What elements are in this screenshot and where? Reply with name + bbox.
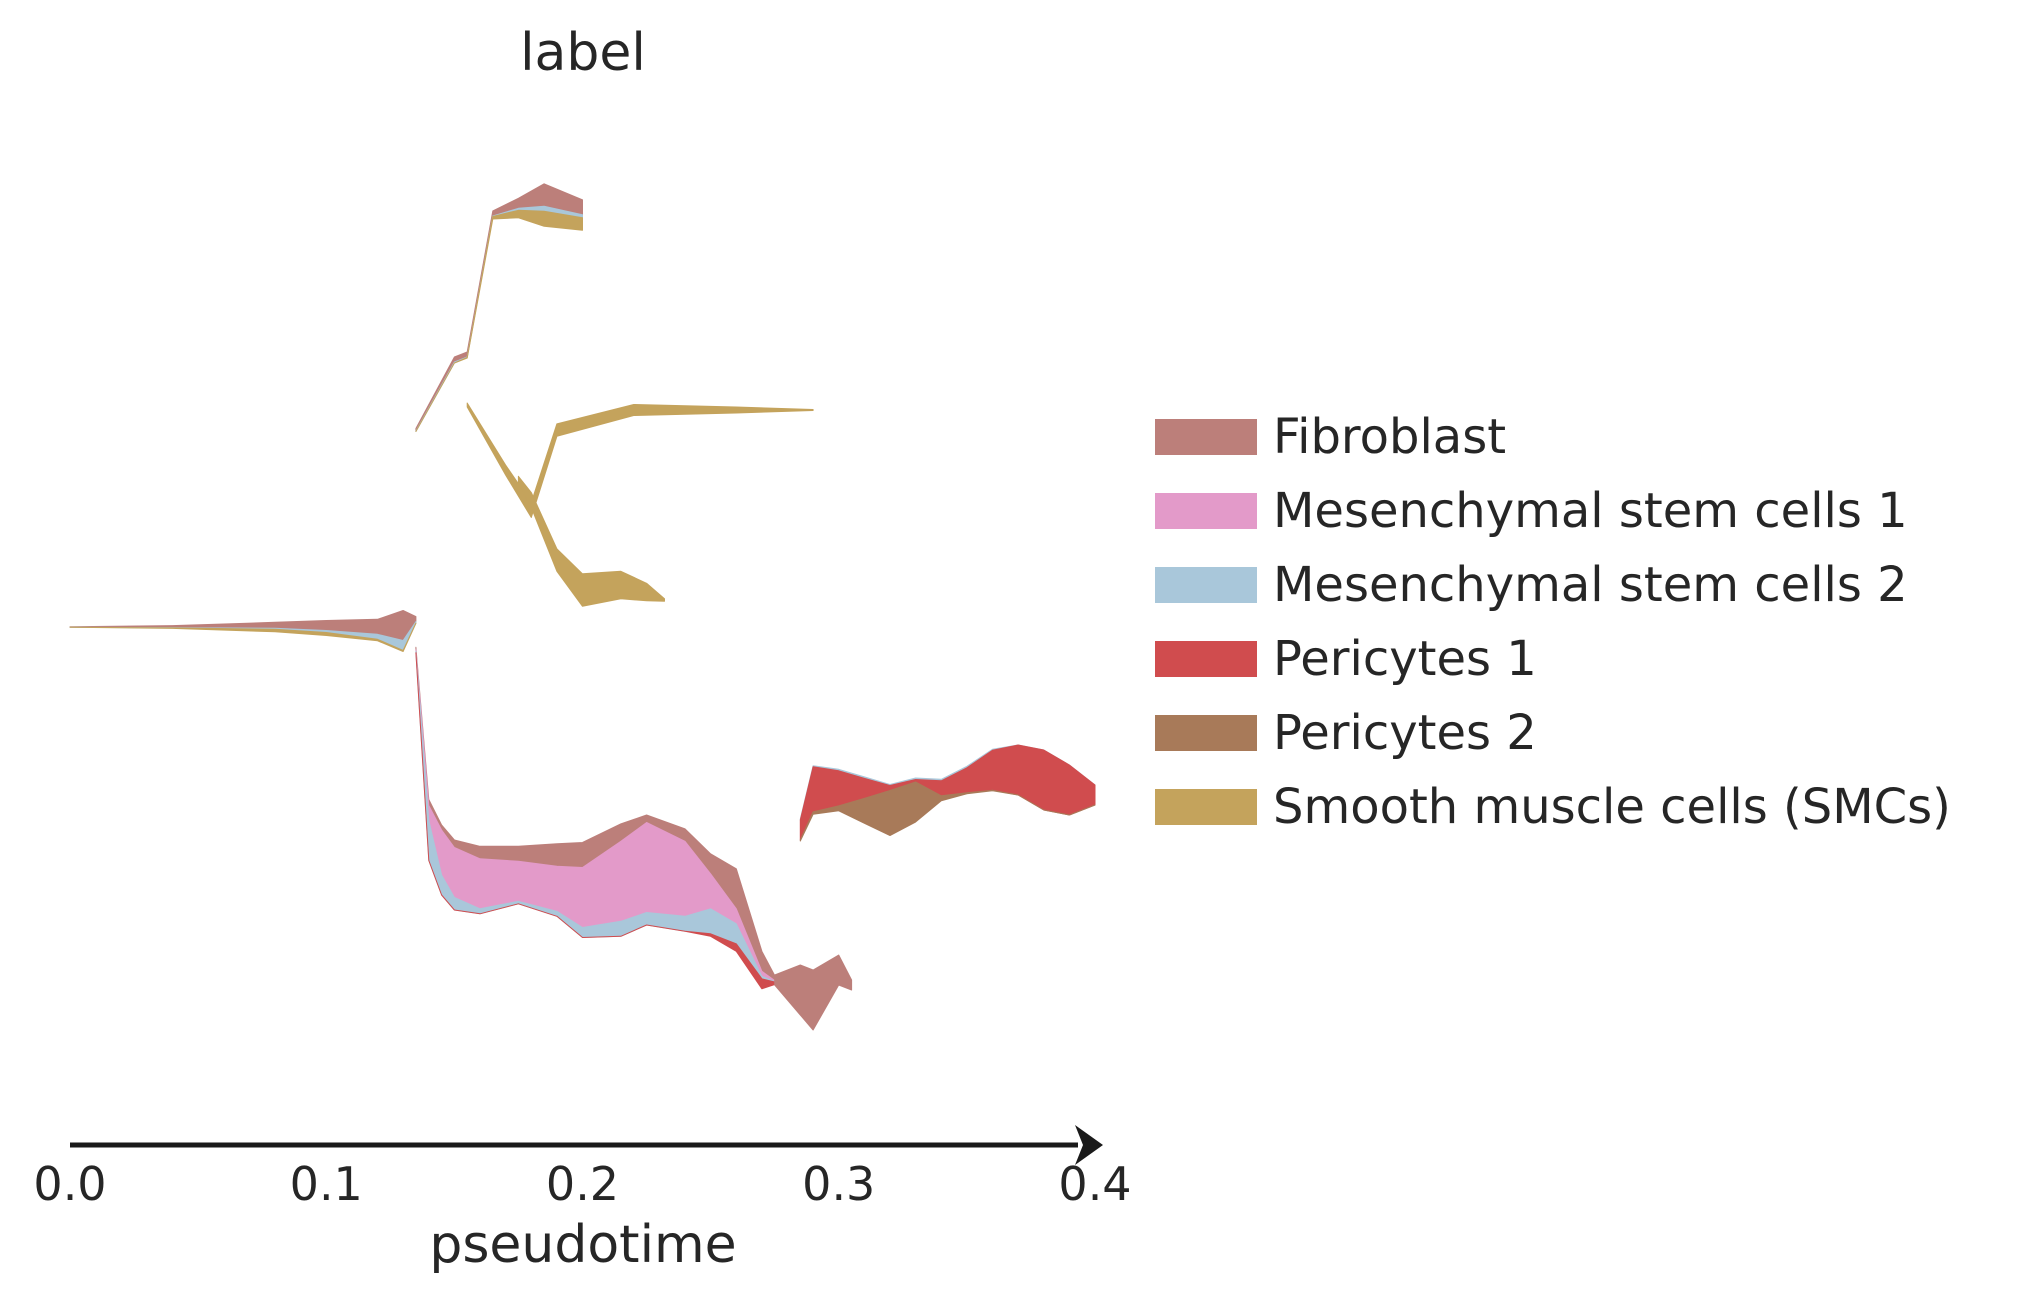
legend-item-msc2: Mesenchymal stem cells 2: [1155, 548, 1951, 622]
legend-swatch: [1155, 641, 1257, 677]
chart-title: label: [520, 23, 646, 83]
legend-label: Pericytes 1: [1273, 631, 1537, 687]
flow-areas: [69, 183, 1096, 1031]
legend-item-msc1: Mesenchymal stem cells 1: [1155, 474, 1951, 548]
legend-item-smcs: Smooth muscle cells (SMCs): [1155, 770, 1951, 844]
flow-upper-mesenchymal-stem-cells-2: [415, 205, 583, 432]
x-tick-label: 0.2: [546, 1157, 619, 1211]
flow-lower-mesenchymal-stem-cells-2: [415, 650, 776, 983]
legend-item-fibroblast: Fibroblast: [1155, 400, 1951, 474]
x-axis-arrow-icon: [1075, 1125, 1103, 1165]
flow-lower-pericytes-1: [415, 652, 776, 990]
flow-upper-smooth-muscle-cells-smcs: [415, 209, 583, 432]
legend: Fibroblast Mesenchymal stem cells 1 Mese…: [1155, 400, 1951, 844]
legend-swatch: [1155, 419, 1257, 455]
legend-swatch: [1155, 789, 1257, 825]
x-tick-label: 0.4: [1058, 1157, 1131, 1211]
legend-item-pericytes1: Pericytes 1: [1155, 622, 1951, 696]
flow-smc-low-smooth-muscle-cells-smcs: [517, 475, 665, 607]
legend-swatch: [1155, 567, 1257, 603]
legend-label: Mesenchymal stem cells 2: [1273, 557, 1908, 613]
legend-swatch: [1155, 493, 1257, 529]
legend-label: Mesenchymal stem cells 1: [1273, 483, 1908, 539]
legend-swatch: [1155, 715, 1257, 751]
x-tick-labels: 0.0 0.1 0.2 0.3 0.4: [33, 1157, 1131, 1211]
x-tick-label: 0.0: [33, 1157, 106, 1211]
x-axis: 0.0 0.1 0.2 0.3 0.4 pseudotime: [33, 1125, 1132, 1275]
flow-pericytes-pericytes-1: [799, 744, 1096, 841]
flow-root-smooth-muscle-cells-smcs: [69, 622, 417, 652]
x-tick-label: 0.3: [802, 1157, 875, 1211]
x-axis-label: pseudotime: [429, 1215, 736, 1275]
flow-smc-high-smooth-muscle-cells-smcs: [466, 402, 814, 518]
x-tick-label: 0.1: [290, 1157, 363, 1211]
flow-pericytes-pericytes-2: [799, 781, 1096, 842]
legend-label: Smooth muscle cells (SMCs): [1273, 779, 1951, 835]
legend-label: Fibroblast: [1273, 409, 1507, 465]
legend-label: Pericytes 2: [1273, 705, 1537, 761]
flow-fibroblast-bottom-fibroblast: [774, 954, 853, 1031]
legend-item-pericytes2: Pericytes 2: [1155, 696, 1951, 770]
